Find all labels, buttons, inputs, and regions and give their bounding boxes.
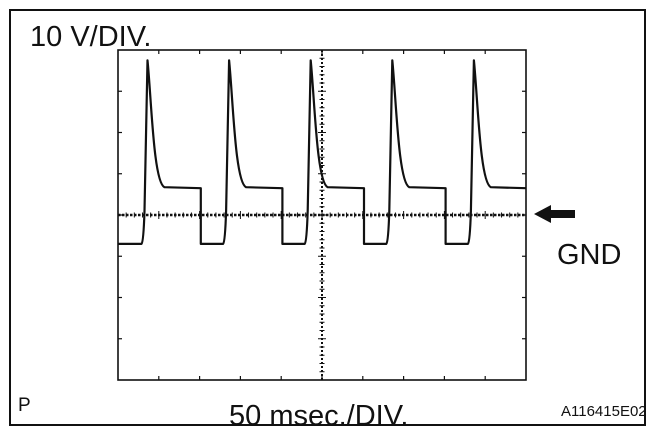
gnd-label: GND (557, 239, 622, 271)
vertical-scale-label: 10 V/DIV. (30, 21, 152, 53)
figure-code: A116415E02 (561, 403, 647, 420)
waveform-trace (118, 59, 527, 245)
oscilloscope-grid (117, 49, 527, 381)
horizontal-scale-label: 50 msec./DIV. (229, 400, 409, 432)
corner-mark: P (18, 395, 31, 416)
gnd-arrow-icon (534, 205, 575, 223)
figure-frame (9, 9, 646, 426)
